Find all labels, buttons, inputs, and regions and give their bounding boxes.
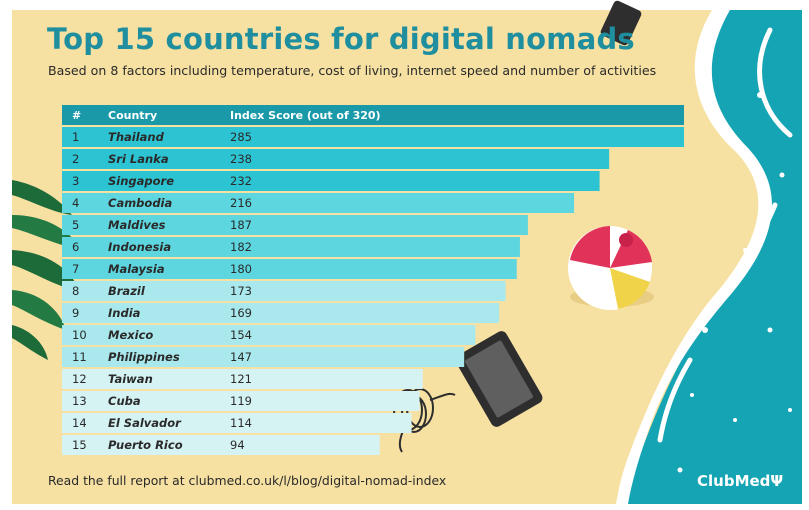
rank-label: 1 bbox=[72, 130, 79, 144]
bar-15 bbox=[62, 435, 380, 455]
rank-label: 10 bbox=[72, 328, 87, 342]
country-label: Taiwan bbox=[108, 372, 153, 386]
rank-label: 3 bbox=[72, 174, 79, 188]
score-label: 173 bbox=[230, 284, 252, 298]
column-header-rank: # bbox=[72, 109, 81, 122]
beach-ball-icon bbox=[568, 226, 654, 310]
country-label: Cuba bbox=[108, 394, 141, 408]
country-label: Sri Lanka bbox=[108, 152, 169, 166]
bar-8 bbox=[62, 281, 506, 301]
rank-label: 5 bbox=[72, 218, 79, 232]
score-label: 119 bbox=[230, 394, 252, 408]
bar-3 bbox=[62, 171, 600, 191]
rank-label: 6 bbox=[72, 240, 79, 254]
rank-label: 15 bbox=[72, 438, 87, 452]
table-rows: 1 Thailand 285 2 Sri Lanka 238 3 Singapore 232 4 C… bbox=[62, 127, 684, 455]
bar-7 bbox=[62, 259, 517, 279]
wave-foam bbox=[616, 10, 772, 504]
table-header-bar bbox=[62, 105, 684, 125]
phone-icon bbox=[600, 0, 642, 46]
country-label: Cambodia bbox=[108, 196, 172, 210]
country-label: El Salvador bbox=[108, 416, 182, 430]
score-label: 232 bbox=[230, 174, 252, 188]
rank-label: 11 bbox=[72, 350, 87, 364]
score-label: 154 bbox=[230, 328, 252, 342]
rank-label: 9 bbox=[72, 306, 79, 320]
country-label: Brazil bbox=[108, 284, 146, 298]
tablet-icon bbox=[455, 331, 543, 427]
column-header-country: Country bbox=[108, 109, 157, 122]
country-label: Philippines bbox=[108, 350, 180, 364]
page-subtitle: Based on 8 factors including temperature… bbox=[48, 63, 657, 78]
brand-logo: ClubMedΨ bbox=[697, 472, 784, 490]
page-title: Top 15 countries for digital nomads bbox=[47, 22, 635, 56]
sea-area bbox=[626, 10, 802, 504]
bar-5 bbox=[62, 215, 528, 235]
bar-11 bbox=[62, 347, 465, 367]
rank-label: 4 bbox=[72, 196, 79, 210]
country-label: Singapore bbox=[108, 174, 174, 188]
bar-6 bbox=[62, 237, 520, 257]
bar-12 bbox=[62, 369, 423, 389]
rank-label: 12 bbox=[72, 372, 87, 386]
rank-label: 2 bbox=[72, 152, 79, 166]
score-label: 187 bbox=[230, 218, 252, 232]
country-label: Mexico bbox=[108, 328, 153, 342]
bar-13 bbox=[62, 391, 420, 411]
bar-9 bbox=[62, 303, 500, 323]
country-label: Puerto Rico bbox=[108, 438, 183, 452]
country-label: Indonesia bbox=[108, 240, 171, 254]
score-label: 180 bbox=[230, 262, 252, 276]
bar-14 bbox=[62, 413, 412, 433]
score-label: 114 bbox=[230, 416, 252, 430]
rank-label: 14 bbox=[72, 416, 87, 430]
country-label: India bbox=[108, 306, 141, 320]
score-label: 216 bbox=[230, 196, 252, 210]
bar-4 bbox=[62, 193, 575, 213]
country-label: Malaysia bbox=[108, 262, 165, 276]
wave-foam-inner bbox=[657, 27, 793, 443]
score-label: 121 bbox=[230, 372, 252, 386]
bar-1 bbox=[62, 127, 684, 147]
column-header-score: Index Score (out of 320) bbox=[230, 109, 381, 122]
score-label: 182 bbox=[230, 240, 252, 254]
score-label: 147 bbox=[230, 350, 252, 364]
rank-label: 7 bbox=[72, 262, 79, 276]
score-label: 285 bbox=[230, 130, 252, 144]
country-label: Maldives bbox=[108, 218, 166, 232]
bar-2 bbox=[62, 149, 610, 169]
bar-10 bbox=[62, 325, 476, 345]
footer-note: Read the full report at clubmed.co.uk/l/… bbox=[48, 473, 447, 488]
score-label: 238 bbox=[230, 152, 252, 166]
foam-bubbles bbox=[677, 92, 792, 473]
country-label: Thailand bbox=[108, 130, 165, 144]
rank-label: 13 bbox=[72, 394, 87, 408]
rank-label: 8 bbox=[72, 284, 79, 298]
score-label: 94 bbox=[230, 438, 245, 452]
table-header: # Country Index Score (out of 320) bbox=[62, 105, 684, 125]
score-label: 169 bbox=[230, 306, 252, 320]
